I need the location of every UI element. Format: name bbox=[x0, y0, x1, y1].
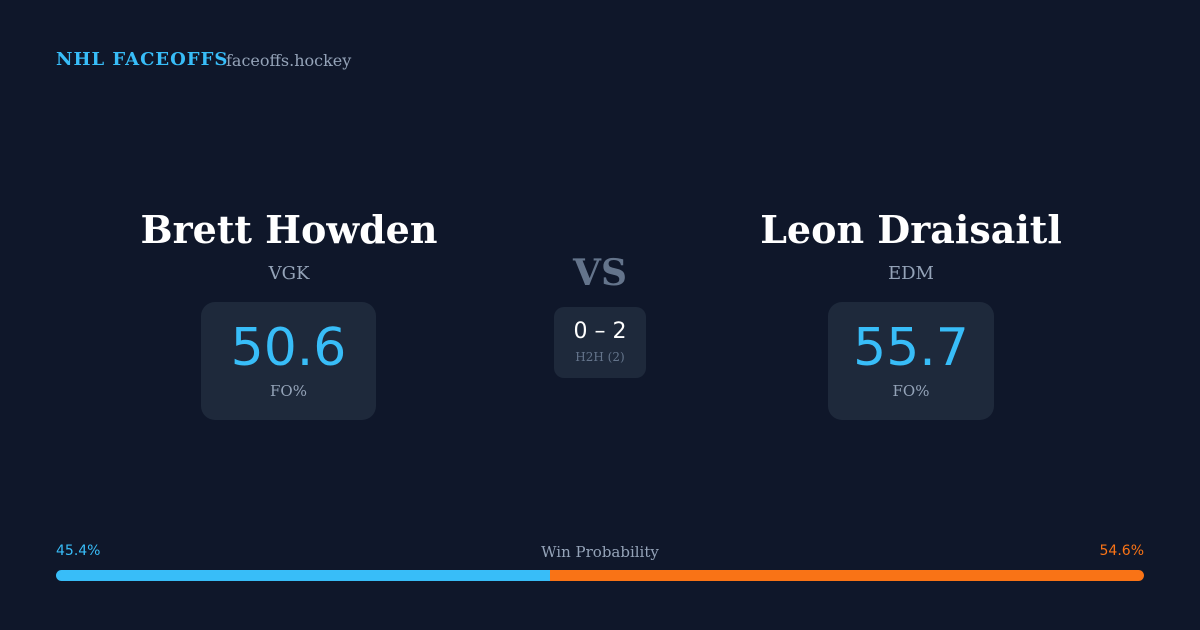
h2h-score: 0 – 2 bbox=[573, 319, 627, 344]
site-name: faceoffs.hockey bbox=[226, 51, 352, 70]
win-prob-bar bbox=[56, 570, 1144, 581]
bar-left bbox=[56, 570, 550, 581]
team: EDM bbox=[887, 263, 934, 284]
player-name: Leon Draisaitl bbox=[760, 207, 1062, 252]
h2h-card: 0 – 2 H2H (2) bbox=[554, 307, 646, 378]
bar-right bbox=[549, 570, 1144, 581]
fo-pct: 50.6 bbox=[230, 318, 347, 378]
win-prob-right: 54.6% bbox=[1099, 543, 1144, 559]
fo-card: 55.7 FO% bbox=[828, 302, 994, 420]
brand: NHL FACEOFFS bbox=[56, 49, 229, 70]
fo-label: FO% bbox=[270, 382, 307, 400]
fo-pct: 55.7 bbox=[853, 318, 969, 378]
win-prob-title: Win Probability bbox=[541, 543, 659, 561]
fo-card: 50.6 FO% bbox=[201, 302, 376, 420]
win-prob-left: 45.4% bbox=[56, 543, 101, 559]
player-name: Brett Howden bbox=[140, 207, 438, 252]
vs: VS bbox=[573, 252, 627, 294]
team: VGK bbox=[268, 263, 310, 284]
fo-label: FO% bbox=[892, 382, 930, 400]
h2h-label: H2H (2) bbox=[575, 350, 625, 364]
